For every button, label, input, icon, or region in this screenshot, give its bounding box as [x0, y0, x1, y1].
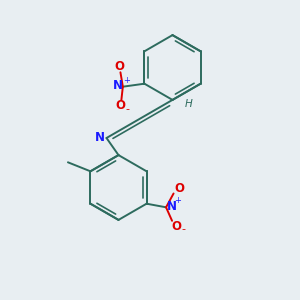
Text: N: N	[167, 200, 176, 213]
Text: N: N	[95, 130, 105, 144]
Text: O: O	[115, 60, 124, 74]
Text: +: +	[174, 196, 181, 205]
Text: -: -	[182, 224, 185, 234]
Text: -: -	[126, 104, 130, 114]
Text: O: O	[174, 182, 184, 196]
Text: O: O	[116, 99, 125, 112]
Text: H: H	[185, 99, 193, 110]
Text: O: O	[172, 220, 182, 233]
Text: +: +	[124, 76, 130, 85]
Text: N: N	[112, 79, 122, 92]
